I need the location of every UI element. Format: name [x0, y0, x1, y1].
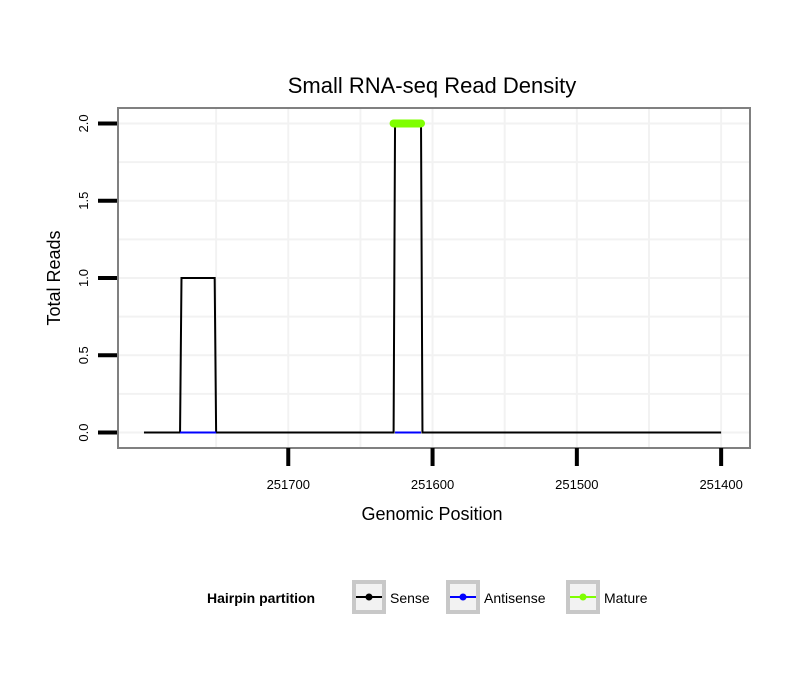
- legend-label-mature: Mature: [604, 590, 648, 606]
- y-tick-label: 2.0: [76, 114, 91, 132]
- x-axis-title: Genomic Position: [361, 504, 502, 524]
- y-tick-label: 0.0: [76, 424, 91, 442]
- x-tick-label: 251600: [411, 477, 454, 492]
- y-axis-title: Total Reads: [44, 230, 64, 325]
- x-tick-label: 251700: [267, 477, 310, 492]
- legend-key-point-mature: [579, 593, 587, 601]
- y-tick-label: 0.5: [76, 346, 91, 364]
- legend-label-antisense: Antisense: [484, 590, 546, 606]
- legend-title: Hairpin partition: [207, 590, 315, 606]
- legend-key-point-antisense: [459, 593, 467, 601]
- series-line-sense: [143, 122, 722, 434]
- legend: Hairpin partition Sense Antisense Mature: [207, 580, 648, 614]
- y-axis: 0.0 0.5 1.0 1.5 2.0: [76, 114, 117, 442]
- y-tick-label: 1.0: [76, 269, 91, 287]
- legend-label-sense: Sense: [390, 590, 430, 606]
- grid-lines: [118, 108, 750, 448]
- x-tick-label: 251400: [699, 477, 742, 492]
- legend-key-point-sense: [365, 593, 373, 601]
- x-tick-label: 251500: [555, 477, 598, 492]
- y-tick-label: 1.5: [76, 192, 91, 210]
- series-layer: [143, 119, 722, 434]
- chart-title: Small RNA-seq Read Density: [288, 73, 577, 98]
- x-axis: 251700 251600 251500 251400: [267, 448, 743, 492]
